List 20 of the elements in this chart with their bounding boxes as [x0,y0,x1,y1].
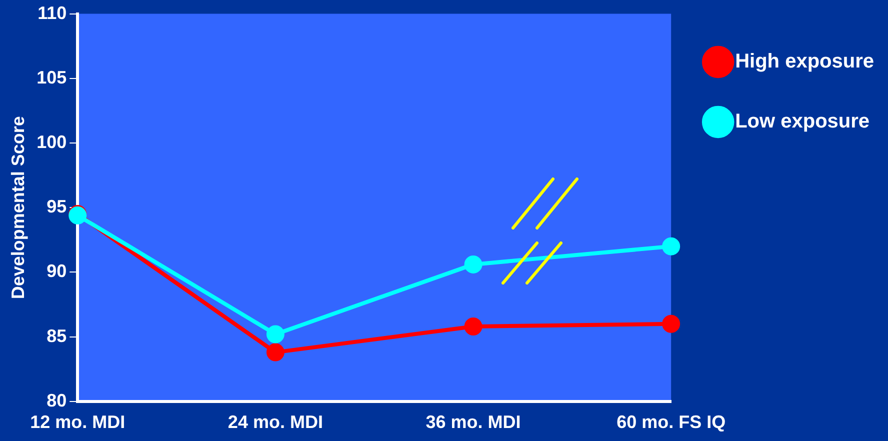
point [266,343,284,362]
point [266,325,284,344]
point [464,317,482,336]
y-tick-label: 110 [38,2,67,23]
y-tick-label: 95 [46,196,67,217]
y-tick-label: 100 [36,132,67,152]
y-tick-label: 105 [36,67,67,88]
y-tick-label: 90 [46,261,67,282]
x-tick-label: 60 mo. FS IQ [616,412,726,432]
y-tick-label: 85 [46,326,67,346]
x-tick-label: 24 mo. MDI [228,412,323,432]
point [662,237,680,256]
legend-label: High exposure [735,50,874,73]
point [662,314,680,333]
y-axis-title: Developmental Score [8,116,28,300]
x-tick-label: 36 mo. MDI [426,412,521,432]
point [464,255,482,274]
x-tick-label: 12 mo. MDI [30,412,126,432]
legend-label: Low exposure [735,110,870,133]
y-tick-label: 80 [46,390,67,410]
